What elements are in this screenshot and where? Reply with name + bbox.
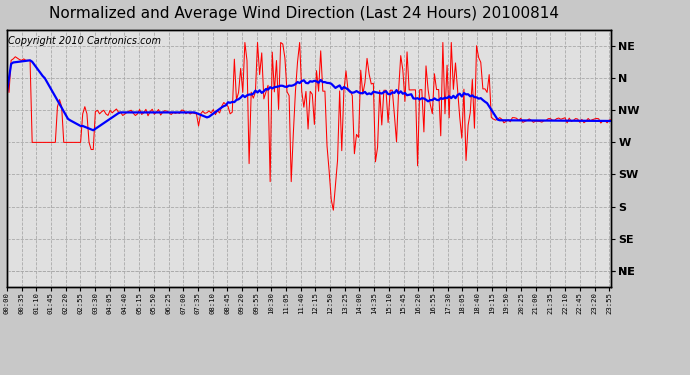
Text: Copyright 2010 Cartronics.com: Copyright 2010 Cartronics.com — [8, 36, 161, 46]
Text: Normalized and Average Wind Direction (Last 24 Hours) 20100814: Normalized and Average Wind Direction (L… — [48, 6, 559, 21]
